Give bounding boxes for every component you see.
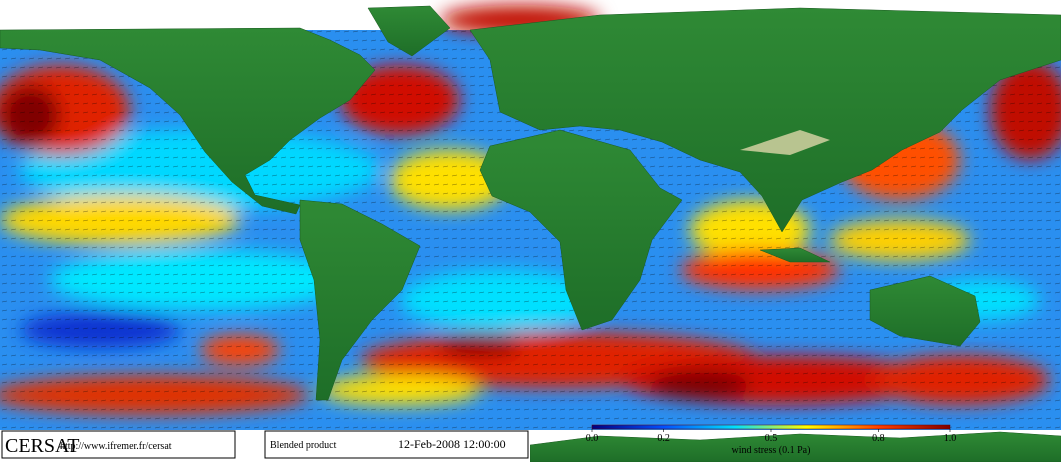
logo: CERSAT [5, 435, 79, 457]
url: http://www.ifremer.fr/cersat [60, 441, 172, 452]
logo-box [1, 430, 236, 459]
colorbar-tick-label: 0.8 [872, 433, 885, 444]
colorbar [591, 424, 951, 430]
colorbar-tick-label: 0.0 [586, 433, 599, 444]
datetime: 12-Feb-2008 12:00:00 [398, 437, 506, 451]
colorbar-label: wind stress (0.1 Pa) [732, 445, 811, 456]
colorbar-tick-label: 0.2 [657, 433, 670, 444]
continents [0, 5, 1061, 462]
product: Blended product [270, 440, 337, 451]
product-box [264, 430, 529, 459]
colorbar-tick-label: 0.5 [765, 433, 778, 444]
colorbar-tick-label: 1.0 [944, 433, 957, 444]
